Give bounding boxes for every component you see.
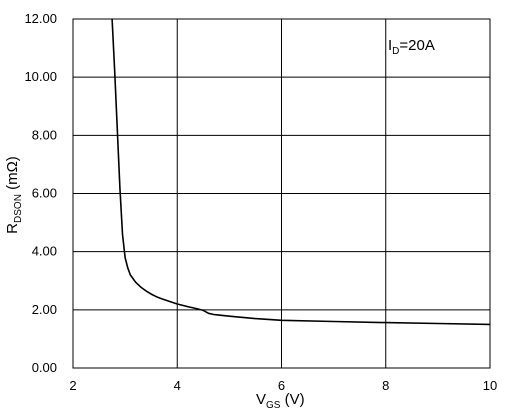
annotation-main: I	[388, 37, 392, 54]
y-axis-title-sub: DSON	[13, 194, 24, 223]
grid	[72, 18, 491, 369]
y-tick-label: 8.00	[32, 127, 57, 142]
x-axis-title-main: V	[256, 391, 266, 408]
annotation-sub: D	[392, 46, 399, 57]
x-tick-label: 8	[382, 378, 389, 393]
y-axis-title-unit: (mΩ)	[4, 156, 21, 194]
y-tick-label: 10.00	[24, 69, 57, 84]
curve-layer	[111, 18, 491, 326]
plot-frame	[72, 18, 491, 369]
y-tick-label: 2.00	[32, 302, 57, 317]
y-tick-label: 6.00	[32, 186, 57, 201]
x-tick-label: 4	[174, 378, 181, 393]
tick-labels: 2 4 6 8 10 0.00 2.00 4.00 6.00 8.00 10.00 12.00	[24, 11, 497, 393]
x-tick-label: 6	[278, 378, 285, 393]
annotation-rest: =20A	[399, 37, 434, 54]
x-axis-title-unit: (V)	[280, 391, 304, 408]
x-tick-label: 2	[69, 378, 76, 393]
rdson-curve	[111, 18, 491, 326]
y-axis-title-main: R	[4, 223, 21, 234]
y-tick-label: 4.00	[32, 244, 57, 259]
y-tick-label: 0.00	[32, 360, 57, 375]
drain-current-annotation: ID=20A	[388, 37, 435, 57]
x-axis-title: VGS (V)	[256, 391, 305, 411]
y-tick-label: 12.00	[24, 11, 57, 26]
x-axis-title-sub: GS	[266, 400, 281, 411]
y-axis-title: RDSON (mΩ)	[4, 156, 24, 234]
x-tick-label: 10	[483, 378, 497, 393]
